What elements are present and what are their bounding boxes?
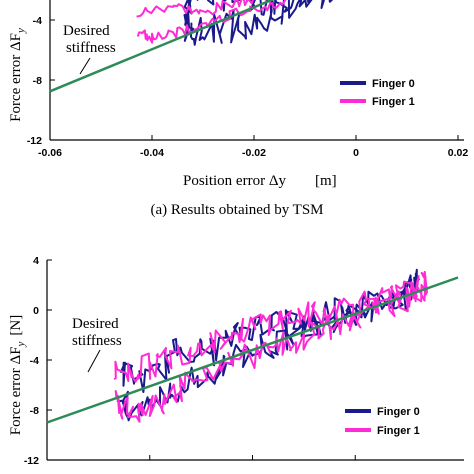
chart-b-annotation-line-2: stiffness <box>72 333 122 349</box>
chart-a-series-finger-1 <box>136 0 287 44</box>
chart-a-annotation-pointer <box>79 57 91 75</box>
chart-b: 4 0 -4 -8 -12 Desired stiffness Finger 0 Fin… <box>8 255 464 467</box>
svg-text:Force error ΔFy: Force error ΔFy <box>8 28 27 122</box>
chart-a-legend: Finger 0 Finger 1 <box>340 78 415 108</box>
chart-b-y-axis-unit: [N] <box>8 315 24 336</box>
chart-a-y-tick-label: -8 <box>33 75 42 87</box>
chart-a-x-tick-label: -0.06 <box>38 147 62 159</box>
chart-a-axes: -4 -8 -12-0.06 -0.04 -0.02 0 0.02 <box>27 0 469 159</box>
chart-a-legend-label-finger-1: Finger 1 <box>372 96 415 108</box>
chart-b-y-axis-subscript: y <box>15 341 27 347</box>
chart-a-y-tick-label: -12 <box>27 135 42 147</box>
chart-a-x-tick-label: -0.04 <box>140 147 164 159</box>
chart-b-annotation-pointer <box>87 349 101 373</box>
chart-a-y-axis-subscript: y <box>15 28 27 34</box>
chart-a-x-axis-title: Position error Δy <box>183 173 286 189</box>
chart-a-x-tick-label: 0 <box>353 147 359 159</box>
chart-b-annotation-line-1: Desired <box>72 316 119 332</box>
chart-a-y-axis-title: Force error ΔF <box>8 33 24 122</box>
chart-a-series-desired-stiffness <box>49 0 275 93</box>
chart-a-legend-label-finger-0: Finger 0 <box>372 78 415 90</box>
chart-a: -4 -8 -12-0.06 -0.04 -0.02 0 0.02 Desired stif… <box>8 0 468 218</box>
chart-b-y-tick-label: -12 <box>24 455 39 467</box>
chart-b-legend-label-finger-1: Finger 1 <box>377 425 420 437</box>
chart-a-series <box>49 0 334 93</box>
chart-b-y-axis-title: Force error ΔF <box>8 346 24 435</box>
chart-a-x-tick-label: 0.02 <box>448 147 469 159</box>
chart-a-y-tick-label: -4 <box>33 15 42 27</box>
chart-b-y-tick-label: 0 <box>33 305 39 317</box>
chart-a-annotation-line-1: Desired <box>63 23 110 39</box>
chart-b-legend-label-finger-0: Finger 0 <box>377 406 420 418</box>
chart-b-y-tick-label: 4 <box>33 255 39 267</box>
chart-b-y-tick-label: -8 <box>30 405 39 417</box>
chart-a-series-finger-0 <box>183 0 334 46</box>
chart-a-caption: (a) Results obtained by TSM <box>150 202 323 218</box>
chart-b-y-tick-label: -4 <box>30 355 39 367</box>
chart-b-series-desired-stiffness <box>46 276 459 424</box>
chart-a-x-tick-label: -0.02 <box>242 147 266 159</box>
chart-b-series-finger-1 <box>113 270 428 423</box>
chart-b-series <box>46 268 459 424</box>
chart-b-axes: 4 0 -4 -8 -12 <box>24 255 464 467</box>
chart-b-y-axis-label: Force error ΔFy [N] <box>8 315 27 436</box>
chart-a-y-axis-label: Force error ΔFy <box>8 28 27 122</box>
chart-a-x-axis-unit: [m] <box>315 173 337 189</box>
svg-text:Force error ΔFy[N]: Force error ΔFy [N] <box>8 315 27 436</box>
chart-a-annotation-line-2: stiffness <box>66 40 116 56</box>
chart-b-legend: Finger 0 Finger 1 <box>345 406 420 437</box>
